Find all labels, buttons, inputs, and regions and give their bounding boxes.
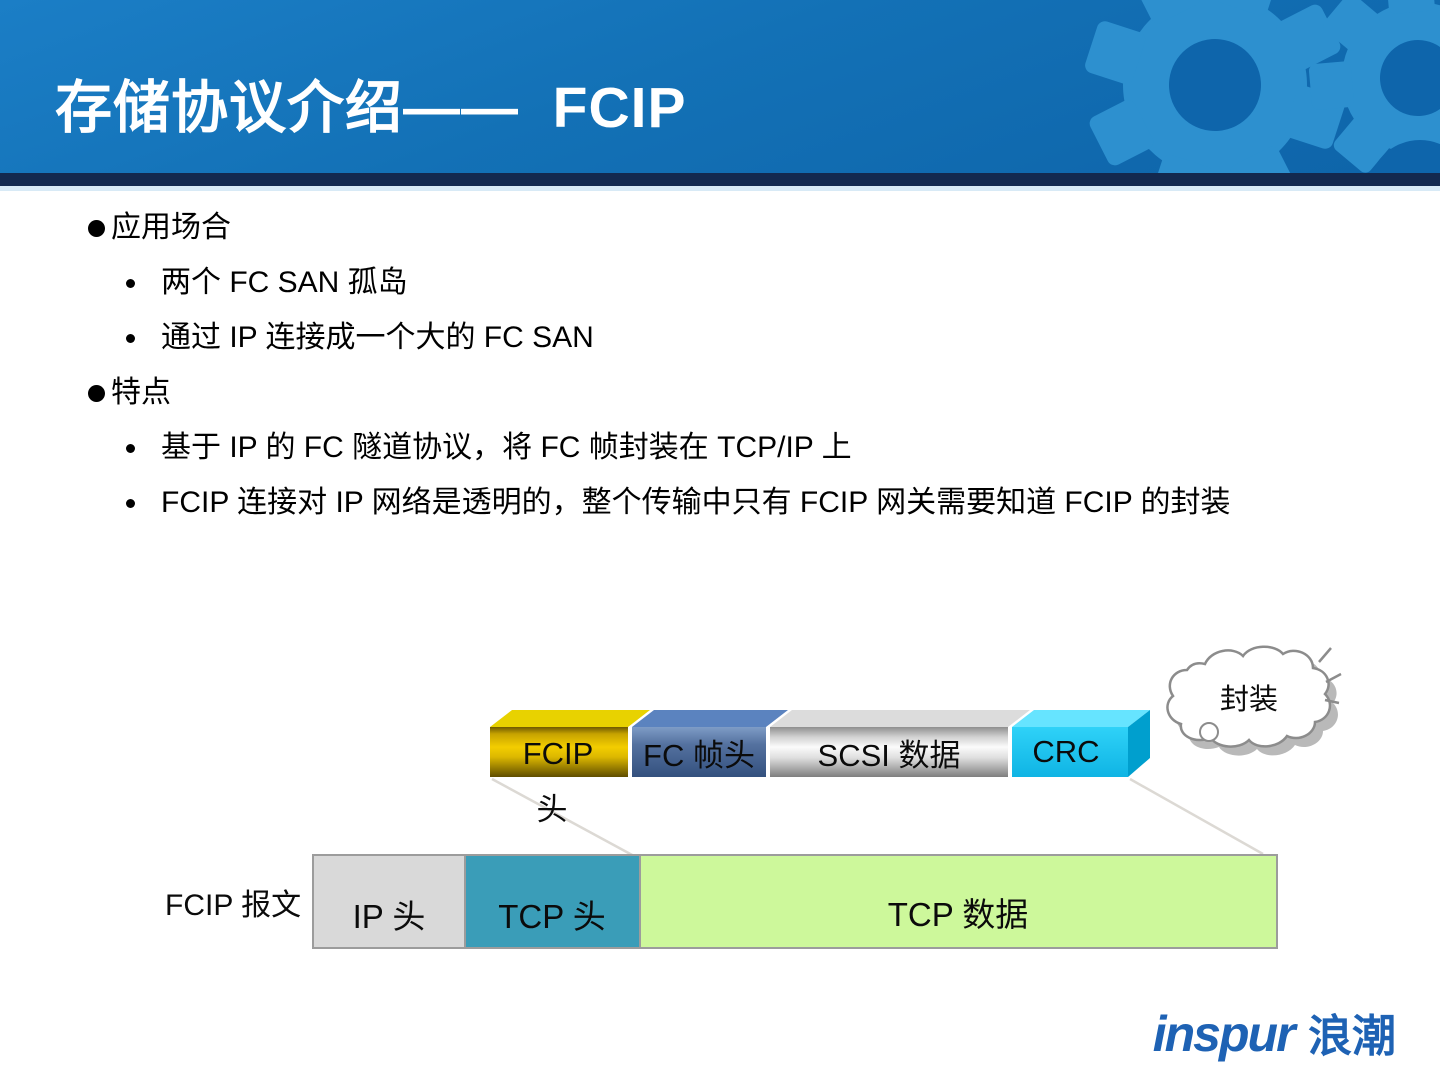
encapsulation-callout: 封装 (1166, 645, 1342, 756)
bullet-icon (126, 444, 135, 453)
fc-frame-bar: FCIP 头 FC 帧头 SCSI 数据 CRC (490, 710, 1150, 827)
header-divider-line (0, 186, 1440, 191)
bullet-icon (88, 385, 105, 402)
cloud-icon (1166, 645, 1332, 748)
fcip-packet-label: FCIP 报文 (165, 889, 301, 922)
bullet-icon (88, 220, 105, 237)
fc-header-top-face (632, 710, 788, 727)
crc-label: CRC (1032, 734, 1099, 769)
bullet-heading: 特点 (88, 371, 1388, 415)
scsi-data-label: SCSI 数据 (818, 738, 961, 773)
ip-header-label: IP 头 (353, 898, 426, 935)
fc-header-label: FC 帧头 (643, 738, 755, 773)
tcp-header-label: TCP 头 (498, 898, 606, 935)
header-divider-band (0, 173, 1440, 186)
crc-top-face (1012, 710, 1150, 727)
mapping-line-left (491, 777, 635, 858)
fcip-encapsulation-diagram: FCIP 头 FC 帧头 SCSI 数据 CRC 封装 IP 头 TCP 头 (165, 645, 1342, 949)
bullet-item: 通过 IP 连接成一个大的 FC SAN (126, 316, 1388, 360)
logo-wordmark-en: inspur (1152, 1006, 1296, 1062)
ip-header-segment (312, 854, 466, 949)
bullet-icon (126, 279, 135, 288)
fcip-header-label: FCIP (523, 736, 594, 771)
fcip-header-label-wrap: 头 (537, 792, 568, 827)
bullet-icon (126, 334, 135, 343)
header-banner: 存储协议介绍—— FCIP (0, 0, 1440, 173)
gears-icon (1085, 0, 1440, 173)
fcip-header-segment (490, 727, 628, 777)
cloud-bubble (1199, 722, 1219, 742)
scsi-data-segment (770, 727, 1008, 777)
fcip-header-top-face (490, 710, 650, 727)
bullet-list: 应用场合 两个 FC SAN 孤岛 通过 IP 连接成一个大的 FC SAN 特… (88, 206, 1388, 536)
tcp-data-segment (639, 854, 1278, 949)
tcp-header-segment (464, 854, 641, 949)
mapping-line-right (1129, 777, 1264, 856)
tcp-data-label: TCP 数据 (888, 896, 1029, 933)
bullet-item: FCIP 连接对 IP 网络是透明的，整个传输中只有 FCIP 网关需要知道 F… (126, 481, 1388, 525)
logo-wordmark-cn: 浪潮 (1308, 1012, 1396, 1061)
page-title: 存储协议介绍—— FCIP (55, 76, 687, 140)
fc-header-segment (632, 727, 766, 777)
inspur-logo: inspur 浪潮 (1153, 1000, 1396, 1064)
bullet-heading: 应用场合 (88, 206, 1388, 250)
fcip-packet-bar: IP 头 TCP 头 TCP 数据 FCIP 报文 (165, 854, 1278, 949)
callout-label: 封装 (1220, 683, 1278, 716)
bullet-item: 基于 IP 的 FC 隧道协议，将 FC 帧封装在 TCP/IP 上 (126, 426, 1388, 470)
crc-segment (1012, 727, 1128, 777)
crc-side-face (1128, 710, 1150, 777)
scsi-data-top-face (770, 710, 1030, 727)
bullet-item: 两个 FC SAN 孤岛 (126, 261, 1388, 305)
bullet-icon (126, 499, 135, 508)
cloud-dash-marks (1318, 647, 1342, 705)
